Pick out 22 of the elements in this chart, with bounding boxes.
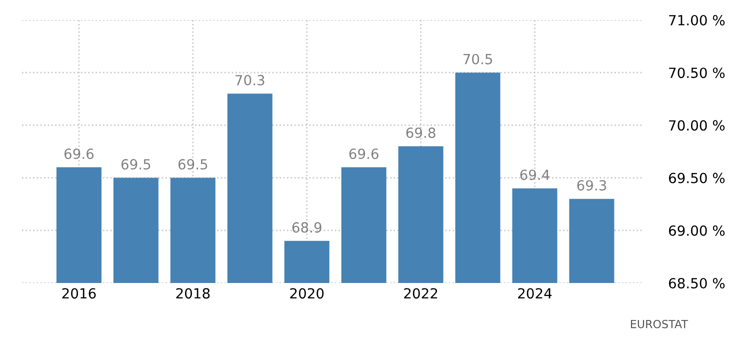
x-tick-label: 2020 — [290, 288, 324, 299]
data-label: 69.8 — [406, 127, 436, 138]
y-tick-label: 69.50 % — [668, 172, 725, 184]
y-tick-label: 71.00 % — [669, 14, 725, 26]
x-tick-label: 2016 — [62, 288, 96, 299]
data-label: 69.6 — [64, 148, 94, 160]
y-tick-label: 69.00 % — [668, 225, 725, 236]
data-label: 69.6 — [349, 148, 378, 160]
data-label: 70.3 — [236, 74, 264, 86]
x-tick-label: 2024 — [518, 288, 552, 299]
data-label: 69.5 — [178, 159, 208, 170]
data-label: 69.4 — [520, 170, 550, 180]
data-label: 70.5 — [463, 54, 492, 64]
data-label: 68.9 — [292, 222, 322, 233]
data-label: 69.3 — [577, 180, 606, 191]
y-tick-label: 68.50 % — [668, 278, 725, 288]
y-tick-label: 70.00 % — [669, 120, 725, 131]
y-tick-label: 70.50 % — [669, 68, 725, 78]
text: EUROSTAT — [630, 320, 688, 328]
x-tick-label: 2018 — [176, 288, 210, 299]
x-tick-label: 2022 — [404, 288, 438, 299]
data-label: 69.5 — [121, 159, 150, 170]
